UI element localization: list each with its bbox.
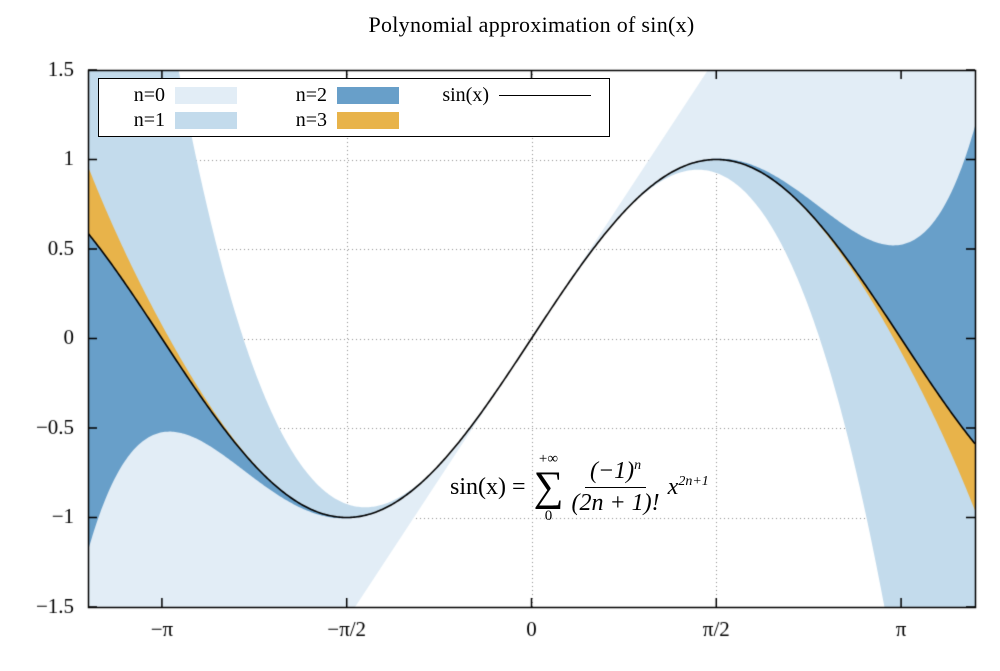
formula-lhs: sin(x) = (450, 474, 526, 501)
legend-label-n0: n=0 (133, 83, 165, 106)
sigma-icon: ∑ (533, 464, 564, 510)
fraction-denominator: (2n + 1)! (571, 490, 660, 517)
line-sample-stroke (499, 94, 591, 96)
legend-swatch-n2 (337, 86, 399, 104)
formula-variable-term: x2n+1 (667, 474, 709, 501)
formula-fraction: (−1)n (2n + 1)! (571, 458, 659, 518)
legend-item-n3: n=3 (271, 109, 399, 131)
legend-item-n2: n=2 (271, 84, 399, 106)
sum-upper-limit: +∞ (538, 451, 559, 467)
legend-label-n3: n=3 (295, 108, 327, 131)
legend-item-n0: n=0 (109, 84, 237, 106)
legend-column-3: sin(x) (433, 84, 591, 106)
legend-column-1: n=0 n=1 (109, 84, 237, 131)
chart-title: Polynomial approximation of sin(x) (368, 12, 695, 37)
legend-item-n1: n=1 (109, 109, 237, 131)
sum-symbol: +∞ ∑ 0 (534, 452, 564, 524)
legend-line-sample (499, 94, 591, 96)
sum-lower-limit: 0 (544, 507, 553, 524)
legend-label-n2: n=2 (295, 83, 327, 106)
legend-label-n1: n=1 (133, 108, 165, 131)
legend-swatch-n3 (337, 111, 399, 129)
fraction-numerator: (−1)n (584, 458, 647, 489)
legend-swatch-n1 (175, 111, 237, 129)
series-formula-annotation: sin(x) = +∞ ∑ 0 (−1)n (2n + 1)! x2n+1 (450, 452, 709, 524)
legend-label-sin: sin(x) (442, 83, 489, 106)
legend-column-2: n=2 n=3 (271, 84, 399, 131)
legend-item-sin: sin(x) (433, 84, 591, 106)
legend: n=0 n=1 n=2 n=3 sin(x) (98, 78, 610, 137)
legend-swatch-n0 (175, 86, 237, 104)
